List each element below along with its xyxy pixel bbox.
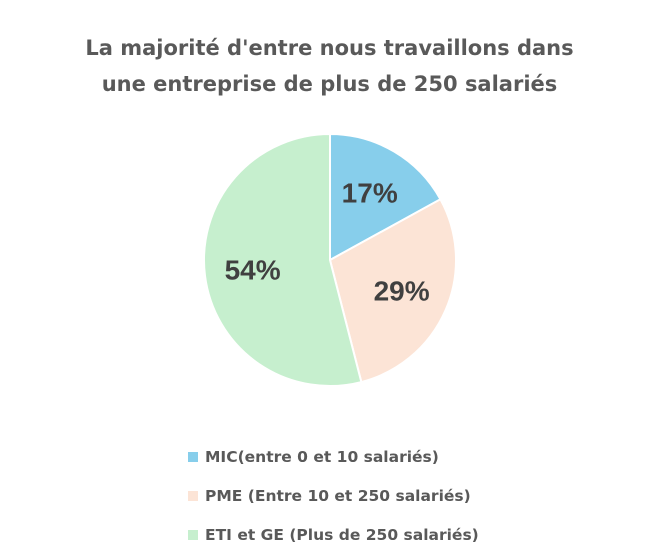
legend-swatch-mic <box>188 451 198 462</box>
legend-item-mic: MIC(entre 0 et 10 salariés) <box>188 437 479 476</box>
legend-label-eti-ge: ETI et GE (Plus de 250 salariés) <box>205 525 479 544</box>
legend-item-pme: PME (Entre 10 et 250 salariés) <box>188 476 479 515</box>
legend-swatch-pme <box>188 490 198 501</box>
legend-label-pme: PME (Entre 10 et 250 salariés) <box>205 486 471 505</box>
pie-slice-mic <box>329 132 442 262</box>
legend-item-eti-ge: ETI et GE (Plus de 250 salariés) <box>188 515 479 554</box>
chart-title-line-2: une entreprise de plus de 250 salariés <box>101 72 558 96</box>
data-label-pme: 29% <box>374 276 430 307</box>
legend: MIC(entre 0 et 10 salariés) PME (Entre 1… <box>188 437 479 554</box>
legend-label-mic: MIC(entre 0 et 10 salariés) <box>205 447 439 466</box>
chart-title: La majorité d'entre nous travaillons dan… <box>0 30 659 102</box>
pie-slice-eti-ge <box>203 132 363 387</box>
data-label-mic: 17% <box>342 177 398 208</box>
chart-title-line-1: La majorité d'entre nous travaillons dan… <box>85 36 574 60</box>
data-label-eti-ge: 54% <box>225 254 281 285</box>
pie-slice-pme <box>328 197 457 384</box>
legend-swatch-eti-ge <box>188 529 198 540</box>
